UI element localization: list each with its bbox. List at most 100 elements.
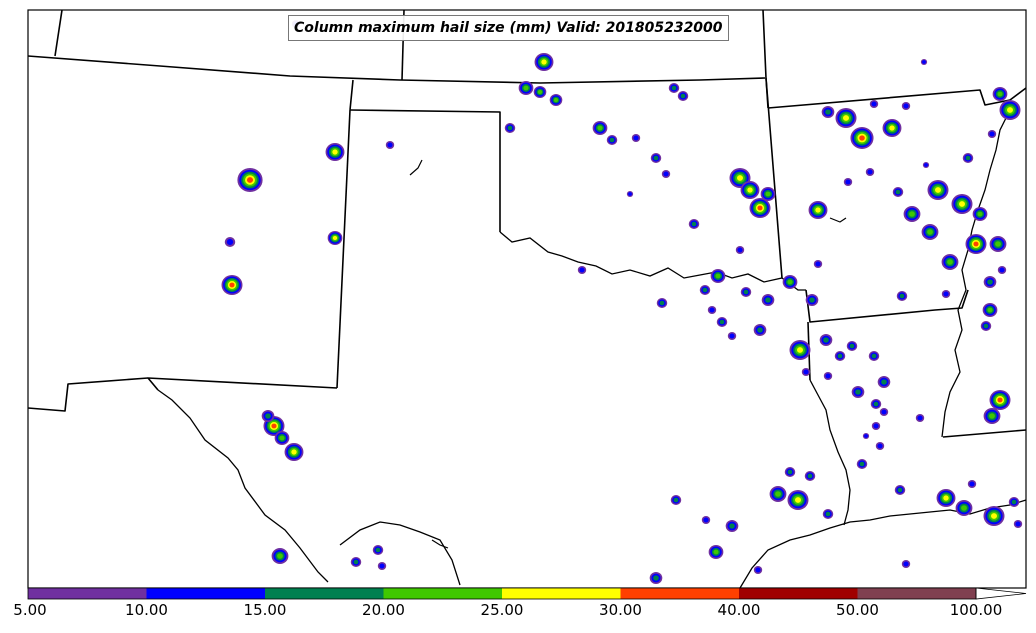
hail-cell bbox=[713, 549, 719, 555]
hail-cell bbox=[825, 109, 831, 115]
rio-grande bbox=[157, 389, 329, 583]
hail-cells bbox=[221, 20, 1023, 584]
hail-cell bbox=[989, 413, 995, 419]
hail-cell bbox=[709, 307, 715, 313]
colorbar-frame bbox=[27, 587, 977, 600]
hail-cell bbox=[943, 291, 949, 297]
hail-cell bbox=[855, 389, 861, 395]
map-title: Column maximum hail size (mm) Valid: 201… bbox=[288, 15, 729, 41]
colorbar-tick-label: 50.00 bbox=[836, 601, 879, 619]
colorbar-tick-label: 100.00 bbox=[949, 601, 1003, 619]
colorbar-tick-label: 25.00 bbox=[480, 601, 524, 619]
hail-cell bbox=[935, 187, 941, 193]
hail-cell bbox=[277, 553, 283, 559]
hail-cell bbox=[825, 511, 831, 517]
hail-cell bbox=[703, 517, 709, 523]
hail-cell bbox=[864, 434, 868, 438]
missouri-north-border bbox=[767, 87, 1027, 109]
hail-cell bbox=[995, 241, 1001, 247]
hail-cell bbox=[809, 297, 815, 303]
wyoming-nebraska-border bbox=[54, 9, 63, 57]
hail-cell bbox=[719, 319, 725, 325]
hail-cell bbox=[659, 300, 665, 306]
new-mexico-east-border bbox=[336, 109, 351, 389]
hail-cell bbox=[943, 495, 949, 501]
hail-cell bbox=[743, 289, 749, 295]
hail-cell bbox=[755, 567, 761, 573]
hail-cell bbox=[653, 155, 659, 161]
hail-cell bbox=[881, 379, 887, 385]
colorbar-tick-label: 20.00 bbox=[362, 601, 405, 619]
hail-cell bbox=[628, 192, 632, 196]
hail-cell bbox=[332, 236, 338, 240]
hail-cell bbox=[229, 282, 235, 288]
hail-cell bbox=[917, 415, 923, 421]
colorbar-tick-label: 40.00 bbox=[717, 601, 761, 619]
hail-cell bbox=[922, 60, 926, 64]
hail-cell bbox=[977, 211, 983, 217]
hail-cell bbox=[961, 505, 967, 511]
hail-cell bbox=[279, 435, 285, 441]
hail-cell bbox=[541, 59, 547, 65]
hail-cell bbox=[332, 149, 338, 155]
lake-outlines bbox=[409, 159, 847, 549]
hail-cell bbox=[867, 169, 873, 175]
hail-cell bbox=[859, 461, 865, 467]
hail-cell bbox=[680, 93, 686, 99]
rivers bbox=[157, 109, 1027, 589]
hail-cell bbox=[537, 89, 543, 95]
colorado-kansas-border bbox=[349, 79, 354, 111]
hail-cell bbox=[757, 205, 763, 211]
hail-cell bbox=[999, 267, 1005, 273]
hail-cell bbox=[1015, 521, 1021, 527]
hail-cell bbox=[815, 261, 821, 267]
hail-cell bbox=[291, 449, 297, 455]
colorbar-tick-label: 5.00 bbox=[13, 601, 47, 619]
hail-cell bbox=[927, 229, 933, 235]
hail-cell bbox=[353, 559, 359, 565]
hail-cell bbox=[871, 101, 877, 107]
hail-cell bbox=[969, 481, 975, 487]
colorbar-bin bbox=[265, 588, 384, 599]
hail-cell bbox=[997, 91, 1003, 97]
hail-cell bbox=[965, 155, 971, 161]
hail-cell bbox=[633, 135, 639, 141]
hail-cell bbox=[747, 187, 753, 193]
hail-cell bbox=[873, 423, 879, 429]
hail-cell bbox=[787, 279, 793, 285]
hail-cell bbox=[226, 238, 234, 246]
hail-cell bbox=[997, 397, 1003, 403]
hail-cell bbox=[265, 413, 271, 419]
hail-cell bbox=[987, 307, 993, 313]
hail-cell bbox=[775, 491, 781, 497]
sabine-river bbox=[809, 379, 851, 526]
gulf-coast bbox=[739, 499, 1027, 589]
hail-cell bbox=[947, 259, 953, 265]
hail-cell bbox=[881, 409, 887, 415]
hail-cell bbox=[803, 369, 809, 375]
colorbar-bin bbox=[383, 588, 502, 599]
colorbar-bin bbox=[502, 588, 621, 599]
hail-cell bbox=[924, 163, 928, 167]
hail-cell bbox=[653, 575, 659, 581]
hail-cell bbox=[737, 175, 743, 181]
hail-cell bbox=[1007, 107, 1013, 113]
hail-cell bbox=[609, 137, 615, 143]
oklahoma-arkansas-border bbox=[765, 77, 783, 279]
hail-cell bbox=[691, 221, 697, 227]
missouri-arkansas-border bbox=[805, 289, 969, 323]
hail-cell bbox=[897, 487, 903, 493]
colorbar-bin bbox=[620, 588, 739, 599]
hail-cell bbox=[807, 473, 813, 479]
colorado-oklahoma-border bbox=[349, 109, 501, 232]
colorbar-bin bbox=[857, 588, 976, 599]
nebraska-kansas-border bbox=[27, 55, 766, 84]
hail-cell bbox=[729, 333, 735, 339]
hail-cell bbox=[987, 279, 993, 285]
colorbar bbox=[27, 587, 1027, 600]
hail-cell bbox=[379, 563, 385, 569]
colorbar-tick-label: 10.00 bbox=[125, 601, 168, 619]
colorbar-bin bbox=[146, 588, 265, 599]
hail-cell bbox=[991, 513, 997, 519]
